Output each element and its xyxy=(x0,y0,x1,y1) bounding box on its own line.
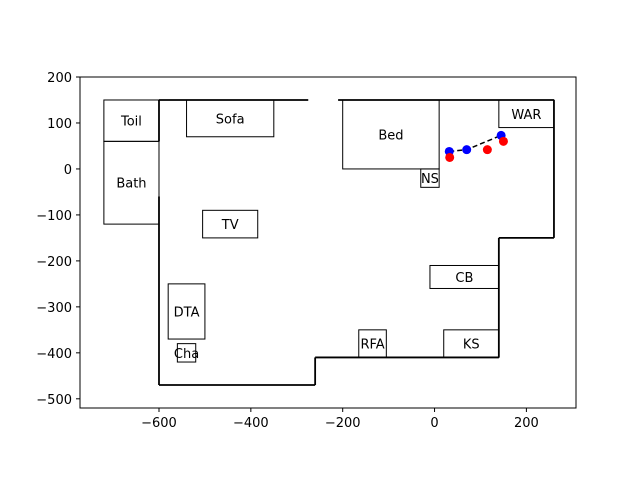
axes-frame xyxy=(79,76,577,409)
y-tick-label: −200 xyxy=(36,255,72,270)
y-axis: 200 100 0 −100 −200 −300 −400 −500 xyxy=(36,71,80,408)
furniture-ns-label: NS xyxy=(421,172,439,187)
furniture-tv-label: TV xyxy=(221,218,239,233)
walls-layer xyxy=(158,99,555,386)
points-layer xyxy=(444,130,508,162)
y-tick-label: −400 xyxy=(36,347,72,362)
x-tick-label: 0 xyxy=(430,416,438,431)
y-tick-label: −300 xyxy=(36,301,72,316)
y-tick-label: −500 xyxy=(36,393,72,408)
x-tick-label: −600 xyxy=(141,416,177,431)
blue-point xyxy=(462,145,472,155)
y-tick-label: 200 xyxy=(47,71,72,86)
furniture-cha-label: Cha xyxy=(174,347,199,362)
furniture-ns-box xyxy=(420,168,440,188)
furniture-sofa-label: Sofa xyxy=(216,112,245,127)
x-tick-label: −200 xyxy=(325,416,361,431)
furniture-dta-label: DTA xyxy=(174,305,200,320)
y-tick-label: 100 xyxy=(47,117,72,132)
furniture-rfa-label: RFA xyxy=(360,338,384,353)
furniture-bath-label: Bath xyxy=(116,177,146,192)
furniture-cha-box xyxy=(176,343,197,363)
furniture-toil-label: Toil xyxy=(120,115,142,130)
trajectory-path xyxy=(449,134,502,153)
x-tick-label: −400 xyxy=(233,416,269,431)
furniture-layer: Toil Bath Sofa Bed WAR NS TV CB DTA Cha RFA KS xyxy=(103,99,555,363)
y-tick-label: −100 xyxy=(36,209,72,224)
furniture-bath-box xyxy=(103,140,160,225)
x-tick-label: 200 xyxy=(514,416,539,431)
furniture-ks-label: KS xyxy=(463,338,480,353)
furniture-bed-label: Bed xyxy=(378,128,403,143)
furniture-tv-box xyxy=(202,209,259,239)
x-axis: −600 −400 −200 0 200 xyxy=(141,408,539,431)
red-point xyxy=(445,152,455,162)
furniture-dta-box xyxy=(167,283,206,340)
furniture-cb-label: CB xyxy=(455,271,473,286)
y-tick-label: 0 xyxy=(64,163,72,178)
red-point xyxy=(482,145,492,155)
red-point xyxy=(498,136,508,146)
furniture-war-label: WAR xyxy=(511,108,541,123)
